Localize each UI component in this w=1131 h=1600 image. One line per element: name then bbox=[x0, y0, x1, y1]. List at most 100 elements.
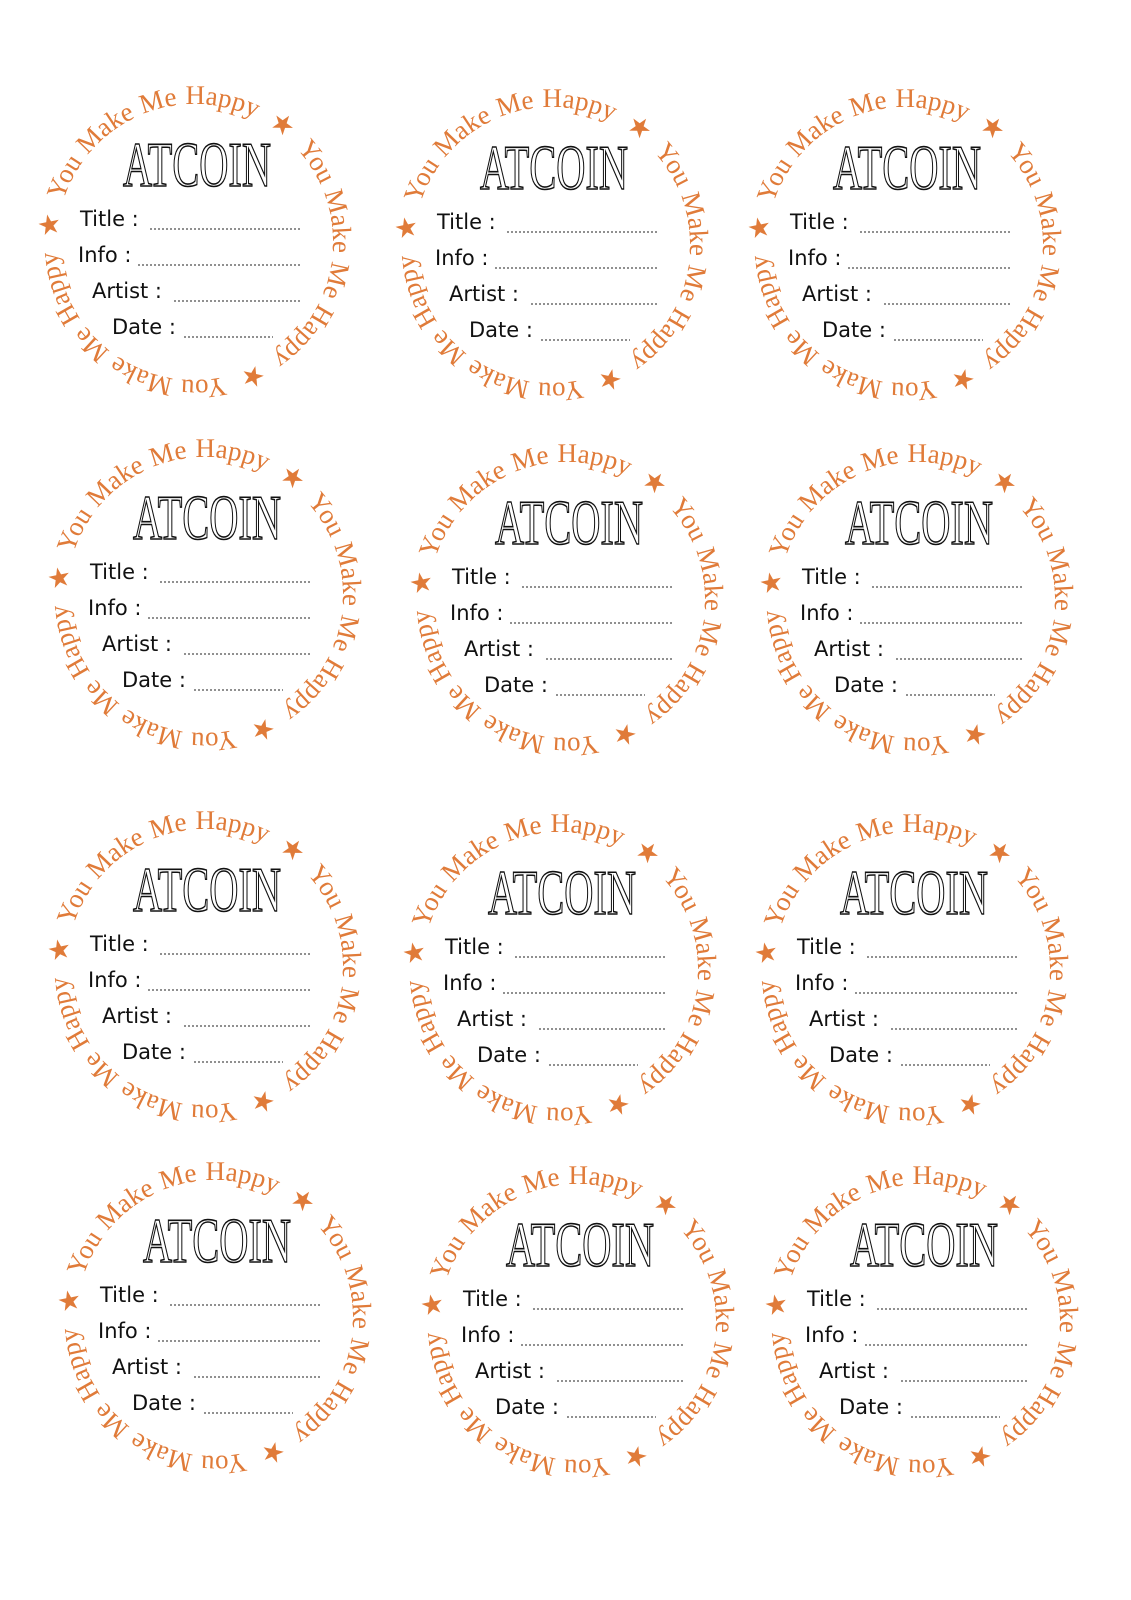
field-label: Date : bbox=[122, 668, 186, 692]
ring-text-word: Me bbox=[86, 1398, 134, 1445]
ring-text-word: Me bbox=[146, 434, 189, 472]
ring-text-word: Happy bbox=[268, 300, 340, 376]
star-icon: ★ bbox=[750, 939, 783, 967]
star-icon: ★ bbox=[43, 936, 76, 964]
ring-text-word: You bbox=[664, 491, 714, 546]
ring-text-word: You bbox=[890, 374, 939, 407]
ring-text-word: Make bbox=[114, 704, 185, 755]
ring-text-word: You bbox=[537, 374, 586, 407]
brand-title: ATCOIN bbox=[480, 132, 628, 203]
ring-text-word: You bbox=[563, 1451, 612, 1484]
ring-text-word: Happy bbox=[278, 1025, 350, 1101]
star-icon: ★ bbox=[608, 717, 642, 754]
ring-text-word: Happy bbox=[278, 653, 350, 729]
ring-text-word: Me bbox=[853, 809, 896, 847]
field-label: Date : bbox=[469, 318, 533, 342]
ring-text-word: Me bbox=[1034, 988, 1073, 1032]
field-label: Date : bbox=[495, 1395, 559, 1419]
field-label: Artist : bbox=[102, 632, 172, 656]
ring-text-word: You bbox=[200, 1447, 249, 1480]
field-label: Title : bbox=[806, 1287, 866, 1311]
ring-text-word: Me bbox=[423, 325, 471, 372]
ring-text-word: Me bbox=[776, 325, 824, 372]
ring-text-word: You bbox=[902, 729, 951, 762]
ring-text-word: You bbox=[398, 151, 445, 206]
field-label: Title : bbox=[796, 935, 856, 959]
ring-text-word: Happy bbox=[985, 1028, 1057, 1104]
field-label: Info : bbox=[450, 601, 504, 625]
ring-text-word: You bbox=[545, 1099, 594, 1132]
star-icon: ★ bbox=[619, 1439, 653, 1476]
ring-text-word: Me bbox=[863, 1161, 906, 1199]
ring-text-word: Me bbox=[846, 84, 889, 122]
field-label: Date : bbox=[112, 315, 176, 339]
ring-text-word: Happy bbox=[550, 808, 630, 851]
ring-text-word: Me bbox=[449, 1402, 497, 1449]
field-label: Title : bbox=[444, 935, 504, 959]
ring-text-word: Make bbox=[329, 539, 368, 607]
field-label: Artist : bbox=[819, 1359, 889, 1383]
ring-text-word: Me bbox=[788, 680, 836, 727]
ring-text-word: You bbox=[1019, 1213, 1069, 1268]
star-icon: ★ bbox=[33, 211, 66, 239]
ring-text-word: Me bbox=[783, 1050, 831, 1097]
field-label: Date : bbox=[822, 318, 886, 342]
brand-title: ATCOIN bbox=[133, 482, 281, 553]
ring-text-word: Happy bbox=[625, 303, 697, 379]
brand-title: ATCOIN bbox=[123, 129, 271, 200]
star-icon: ★ bbox=[601, 1087, 635, 1124]
field-label: Date : bbox=[484, 673, 548, 697]
ring-text-word: Happy bbox=[912, 1160, 992, 1203]
field-label: Artist : bbox=[102, 1004, 172, 1028]
ring-text-word: Happy bbox=[895, 83, 975, 126]
brand-title: ATCOIN bbox=[506, 1209, 654, 1280]
field-label: Info : bbox=[443, 971, 497, 995]
ring-text-word: You bbox=[649, 136, 699, 191]
field-label: Date : bbox=[122, 1040, 186, 1064]
ring-text-word: Me bbox=[493, 84, 536, 122]
ring-text-word: You bbox=[302, 858, 352, 913]
field-label: Date : bbox=[839, 1395, 903, 1419]
ring-text-word: You bbox=[190, 1096, 239, 1129]
field-label: Info : bbox=[88, 596, 142, 620]
ring-text-word: You bbox=[675, 1213, 725, 1268]
ring-text-word: Me bbox=[146, 806, 189, 844]
ring-text-word: You bbox=[51, 873, 98, 928]
brand-title: ATCOIN bbox=[488, 857, 636, 928]
ring-text-word: Make bbox=[124, 1427, 195, 1478]
ring-text-word: Happy bbox=[902, 808, 982, 851]
ring-text-word: You bbox=[768, 1228, 815, 1283]
star-icon: ★ bbox=[958, 717, 992, 754]
field-label: Artist : bbox=[112, 1355, 182, 1379]
star-icon: ★ bbox=[390, 214, 423, 242]
field-label: Artist : bbox=[449, 282, 519, 306]
star-icon: ★ bbox=[236, 359, 270, 396]
ring-text-word: Make bbox=[702, 1266, 741, 1334]
ring-text-word: You bbox=[292, 133, 342, 188]
ring-text-word: Me bbox=[519, 1161, 562, 1199]
field-label: Date : bbox=[132, 1391, 196, 1415]
field-label: Artist : bbox=[92, 279, 162, 303]
ring-text-word: You bbox=[1009, 861, 1059, 916]
star-icon: ★ bbox=[755, 569, 788, 597]
ring-text-word: Me bbox=[689, 618, 728, 662]
field-label: Title : bbox=[79, 207, 139, 231]
ring-text-word: Make bbox=[469, 1079, 540, 1130]
ring-text-word: Happy bbox=[542, 83, 622, 126]
ring-text-word: Make bbox=[691, 544, 730, 612]
field-label: Artist : bbox=[809, 1007, 879, 1031]
ring-text-word: Me bbox=[793, 1402, 841, 1449]
ring-text-word: Happy bbox=[651, 1380, 723, 1456]
ring-text-word: Make bbox=[826, 709, 897, 760]
field-label: Info : bbox=[98, 1319, 152, 1343]
star-icon: ★ bbox=[256, 1435, 290, 1472]
ring-text-word: Happy bbox=[907, 438, 987, 481]
star-icon: ★ bbox=[53, 1287, 86, 1315]
ring-text-word: Make bbox=[329, 911, 368, 979]
field-label: Title : bbox=[789, 210, 849, 234]
